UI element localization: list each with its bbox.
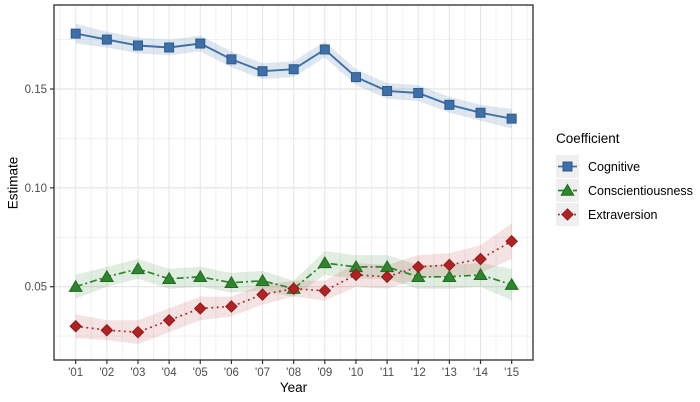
data-point-conscientiousness <box>130 261 146 275</box>
legend-key-square-icon <box>556 155 579 178</box>
data-point-conscientiousness <box>442 269 457 283</box>
data-point-conscientiousness <box>161 271 177 284</box>
data-point-extraversion <box>474 252 487 266</box>
data-point-extraversion <box>162 314 176 327</box>
legend-item-label: Cognitive <box>588 159 641 174</box>
data-point-cognitive <box>195 38 206 49</box>
x-axis-title: Year <box>279 380 308 395</box>
data-point-cognitive <box>319 44 330 55</box>
x-tick-label: '12 <box>411 367 426 379</box>
legend-key-marker <box>561 208 574 221</box>
legend-item-label: Conscientiousness <box>588 183 693 198</box>
y-tick-label: 0.15 <box>25 84 47 96</box>
data-point-cognitive <box>226 54 237 65</box>
ci-ribbon-conscientiousness <box>75 251 512 301</box>
data-point-cognitive <box>350 72 361 83</box>
x-tick-label: '10 <box>348 367 363 379</box>
data-point-extraversion <box>193 302 207 315</box>
data-point-cognitive <box>132 40 143 51</box>
data-point-extraversion <box>318 284 332 297</box>
legend-key-triangle-icon <box>556 179 579 202</box>
legend-key-marker <box>560 183 575 196</box>
data-point-extraversion <box>443 258 456 272</box>
x-tick-label: '03 <box>130 367 145 379</box>
legend-item-cognitive: Cognitive <box>556 155 693 178</box>
data-point-cognitive <box>506 113 517 124</box>
data-point-conscientiousness <box>193 269 208 283</box>
data-point-cognitive <box>164 42 175 53</box>
x-tick-label: '15 <box>504 367 519 379</box>
legend-item-extraversion: Extraversion <box>556 203 693 226</box>
data-point-cognitive <box>413 87 424 98</box>
x-tick-label: '11 <box>380 367 394 379</box>
data-point-conscientiousness <box>224 275 239 288</box>
x-tick-label: '04 <box>162 367 178 379</box>
data-point-extraversion <box>225 300 238 313</box>
x-tick-label: '05 <box>193 367 208 379</box>
data-point-conscientiousness <box>99 269 115 283</box>
data-point-extraversion <box>69 319 83 333</box>
series-line-conscientiousness <box>75 262 512 290</box>
x-tick-label: '14 <box>473 367 489 379</box>
y-tick-label: 0.05 <box>25 282 47 294</box>
data-point-cognitive <box>288 64 299 75</box>
data-point-extraversion <box>349 268 363 282</box>
data-point-conscientiousness <box>255 273 270 286</box>
data-point-extraversion <box>131 325 145 339</box>
data-point-extraversion <box>411 260 425 274</box>
data-point-cognitive <box>70 28 81 39</box>
data-point-cognitive <box>475 107 486 118</box>
x-tick-label: '07 <box>255 367 270 379</box>
legend: Coefficient Cognitive Conscientiousness Ex… <box>556 131 693 227</box>
data-point-conscientiousness <box>473 267 488 281</box>
data-point-extraversion <box>100 323 114 337</box>
data-point-extraversion <box>505 234 518 248</box>
x-tick-label: '06 <box>224 367 239 379</box>
legend-key-diamond-icon <box>556 203 579 226</box>
legend-item-label: Extraversion <box>588 207 658 222</box>
x-tick-label: '09 <box>317 367 332 379</box>
x-tick-label: '02 <box>99 367 114 379</box>
legend-key-marker <box>562 161 573 172</box>
legend-item-conscientiousness: Conscientiousness <box>556 179 693 202</box>
x-tick-label: '01 <box>68 367 83 379</box>
y-axis-title: Estimate <box>5 156 21 210</box>
y-tick-label: 0.10 <box>25 183 47 195</box>
data-point-cognitive <box>444 99 455 110</box>
data-point-conscientiousness <box>317 255 332 269</box>
x-tick-label: '08 <box>286 367 301 379</box>
ci-ribbon-cognitive <box>75 23 512 129</box>
data-point-cognitive <box>382 85 393 96</box>
data-point-conscientiousness <box>68 279 83 292</box>
data-point-extraversion <box>287 282 300 295</box>
data-point-extraversion <box>380 270 394 284</box>
x-tick-label: '13 <box>442 367 457 379</box>
data-point-cognitive <box>101 34 112 45</box>
data-point-conscientiousness <box>504 277 519 290</box>
legend-title: Coefficient <box>556 131 620 146</box>
data-point-cognitive <box>257 66 268 77</box>
data-point-conscientiousness <box>411 269 426 283</box>
data-point-extraversion <box>256 288 269 301</box>
legend-items: Cognitive Conscientiousness Extraversion <box>556 155 693 226</box>
